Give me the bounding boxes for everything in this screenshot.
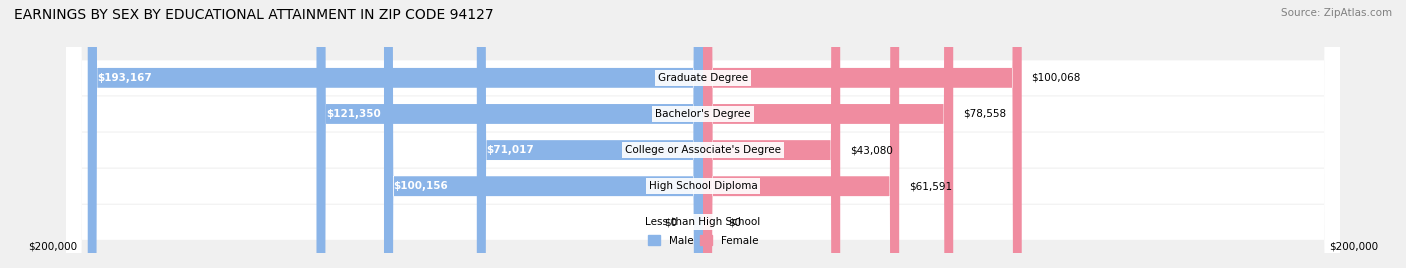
FancyBboxPatch shape — [477, 0, 703, 268]
Text: $200,000: $200,000 — [1329, 242, 1378, 252]
Text: College or Associate's Degree: College or Associate's Degree — [626, 145, 780, 155]
FancyBboxPatch shape — [66, 0, 1340, 268]
Text: $61,591: $61,591 — [908, 181, 952, 191]
FancyBboxPatch shape — [703, 0, 841, 268]
Text: High School Diploma: High School Diploma — [648, 181, 758, 191]
Text: $193,167: $193,167 — [97, 73, 152, 83]
FancyBboxPatch shape — [66, 0, 1340, 268]
FancyBboxPatch shape — [66, 0, 1340, 268]
Text: $100,068: $100,068 — [1031, 73, 1081, 83]
Text: $100,156: $100,156 — [394, 181, 449, 191]
Text: $121,350: $121,350 — [326, 109, 381, 119]
FancyBboxPatch shape — [384, 0, 703, 268]
FancyBboxPatch shape — [316, 0, 703, 268]
Text: Source: ZipAtlas.com: Source: ZipAtlas.com — [1281, 8, 1392, 18]
Text: $200,000: $200,000 — [28, 242, 77, 252]
Text: Graduate Degree: Graduate Degree — [658, 73, 748, 83]
Text: $71,017: $71,017 — [486, 145, 534, 155]
FancyBboxPatch shape — [703, 0, 953, 268]
Text: $0: $0 — [728, 217, 741, 227]
Text: $43,080: $43,080 — [849, 145, 893, 155]
Text: $78,558: $78,558 — [963, 109, 1005, 119]
FancyBboxPatch shape — [66, 0, 1340, 268]
Text: Bachelor's Degree: Bachelor's Degree — [655, 109, 751, 119]
FancyBboxPatch shape — [66, 0, 1340, 268]
Text: Less than High School: Less than High School — [645, 217, 761, 227]
Text: EARNINGS BY SEX BY EDUCATIONAL ATTAINMENT IN ZIP CODE 94127: EARNINGS BY SEX BY EDUCATIONAL ATTAINMEN… — [14, 8, 494, 22]
FancyBboxPatch shape — [703, 0, 1022, 268]
Text: $0: $0 — [665, 217, 678, 227]
Legend: Male, Female: Male, Female — [644, 231, 762, 250]
FancyBboxPatch shape — [87, 0, 703, 268]
FancyBboxPatch shape — [703, 0, 900, 268]
